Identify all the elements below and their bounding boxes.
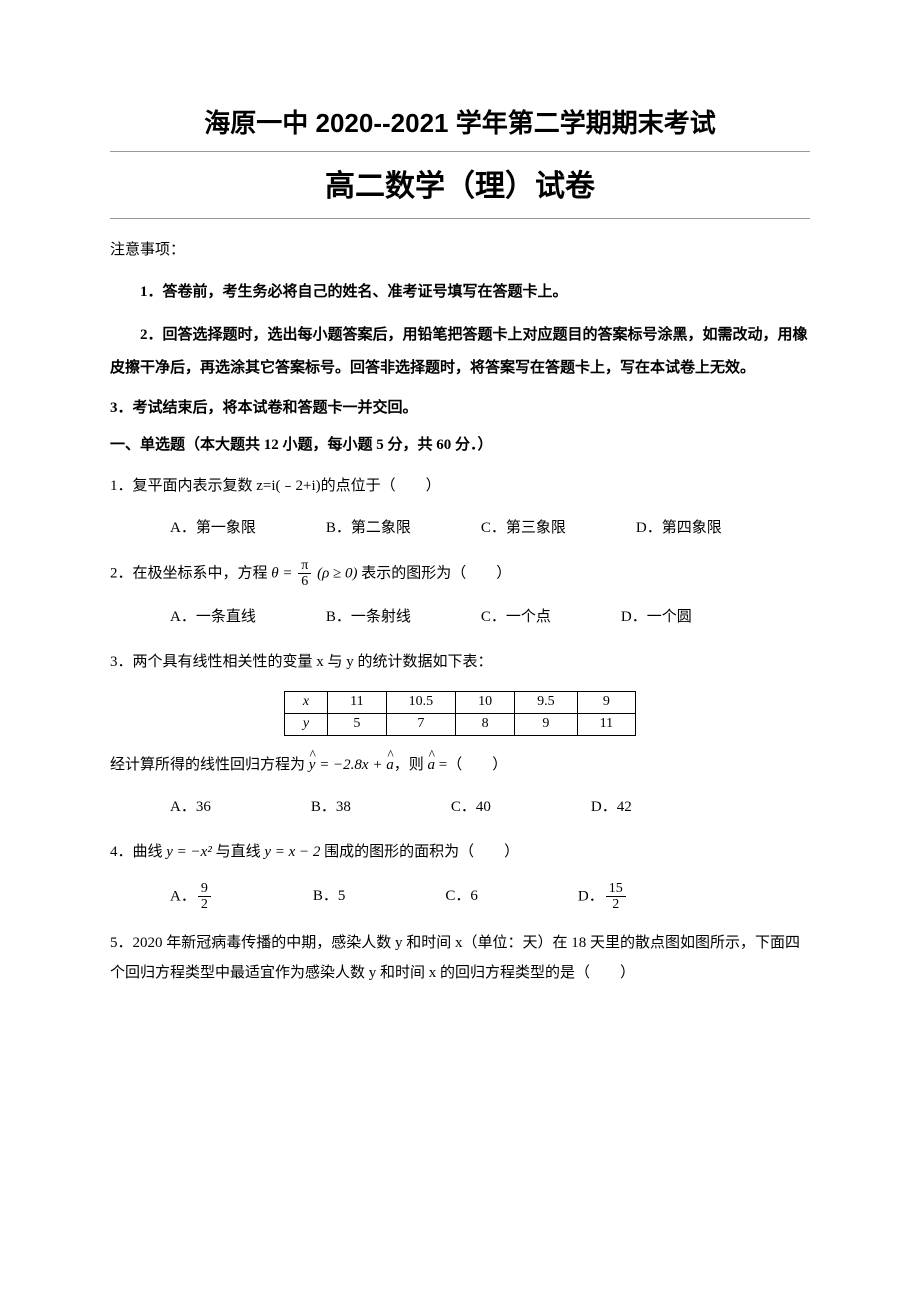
- question-1: 1．复平面内表示复数 z=i(﹣2+i)的点位于（ ）: [110, 471, 810, 501]
- question-3: 3．两个具有线性相关性的变量 x 与 y 的统计数据如下表：: [110, 647, 810, 677]
- q1-option-d: D．第四象限: [636, 515, 722, 542]
- q2-fraction: π6: [298, 558, 311, 590]
- q4-curve: y = −x²: [166, 844, 212, 860]
- cell-x-label: x: [284, 691, 327, 713]
- q4-option-a: A．92: [170, 881, 213, 913]
- q2-option-c: C．一个点: [481, 604, 551, 631]
- cell: 9: [515, 713, 578, 735]
- cell: 10.5: [386, 691, 456, 713]
- question-2: 2．在极坐标系中，方程 θ = π6 (ρ ≥ 0) 表示的图形为（ ）: [110, 558, 810, 590]
- instruction-1: 1．答卷前，考生务必将自己的姓名、准考证号填写在答题卡上。: [110, 276, 810, 309]
- instruction-2: 2．回答选择题时，选出每小题答案后，用铅笔把答题卡上对应题目的答案标号涂黑，如需…: [110, 319, 810, 385]
- notice-label: 注意事项：: [110, 237, 810, 264]
- cell-y-label: y: [284, 713, 327, 735]
- q4-suffix: 围成的图形的面积为（ ）: [320, 844, 519, 860]
- question-2-options: A．一条直线 B．一条射线 C．一个点 D．一个圆: [110, 604, 810, 631]
- q3-option-c: C．40: [451, 794, 491, 821]
- q4-mid: 与直线: [212, 844, 265, 860]
- q3-calc-suffix: =（ ）: [435, 757, 507, 773]
- q4-opta-label: A．: [170, 888, 196, 904]
- q3-calc-mid: ，则: [394, 757, 428, 773]
- q2-paren: (ρ ≥ 0): [313, 565, 357, 581]
- question-5: 5．2020 年新冠病毒传播的中期，感染人数 y 和时间 x（单位：天）在 18…: [110, 928, 810, 988]
- cell: 7: [386, 713, 456, 735]
- question-3-options: A．36 B．38 C．40 D．42: [110, 794, 810, 821]
- cell: 8: [456, 713, 515, 735]
- q1-option-c: C．第三象限: [481, 515, 566, 542]
- q3-ahat: a: [386, 750, 394, 780]
- table-row: y 5 7 8 9 11: [284, 713, 635, 735]
- q3-calc-prefix: 经计算所得的线性回归方程为: [110, 757, 309, 773]
- instruction-3: 3．考试结束后，将本试卷和答题卡一并交回。: [110, 395, 810, 422]
- question-4: 4．曲线 y = −x² 与直线 y = x − 2 围成的图形的面积为（ ）: [110, 837, 810, 867]
- q3-option-a: A．36: [170, 794, 211, 821]
- cell: 9: [577, 691, 635, 713]
- q1-option-b: B．第二象限: [326, 515, 411, 542]
- table-row: x 11 10.5 10 9.5 9: [284, 691, 635, 713]
- q3-data-table: x 11 10.5 10 9.5 9 y 5 7 8 9 11: [284, 691, 636, 736]
- q2-option-d: D．一个圆: [621, 604, 692, 631]
- q3-option-d: D．42: [591, 794, 632, 821]
- cell: 10: [456, 691, 515, 713]
- question-3-calc: 经计算所得的线性回归方程为 y = −2.8x + a，则 a =（ ）: [110, 750, 810, 780]
- q2-option-b: B．一条射线: [326, 604, 411, 631]
- q2-formula: θ =: [271, 565, 296, 581]
- q3-ahat2: a: [427, 750, 435, 780]
- q4-option-c: C．6: [445, 883, 478, 910]
- cell: 11: [328, 691, 386, 713]
- q4-line: y = x − 2: [264, 844, 320, 860]
- q4-optd-frac: 152: [606, 881, 626, 913]
- cell: 5: [328, 713, 386, 735]
- q2-suffix: 表示的图形为（ ）: [358, 565, 512, 581]
- question-1-options: A．第一象限 B．第二象限 C．第三象限 D．第四象限: [110, 515, 810, 542]
- q4-opta-frac: 92: [198, 881, 211, 913]
- q4-optd-label: D．: [578, 888, 604, 904]
- section-1-header: 一、单选题（本大题共 12 小题，每小题 5 分，共 60 分．）: [110, 432, 810, 459]
- q2-prefix: 2．在极坐标系中，方程: [110, 565, 271, 581]
- cell: 9.5: [515, 691, 578, 713]
- q4-option-b: B．5: [313, 883, 346, 910]
- q2-option-a: A．一条直线: [170, 604, 256, 631]
- q3-option-b: B．38: [311, 794, 351, 821]
- main-title: 海原一中 2020--2021 学年第二学期期末考试: [110, 100, 810, 152]
- q4-option-d: D．152: [578, 881, 628, 913]
- q4-prefix: 4．曲线: [110, 844, 166, 860]
- cell: 11: [577, 713, 635, 735]
- question-4-options: A．92 B．5 C．6 D．152: [110, 881, 810, 913]
- q3-yhat: y: [309, 750, 316, 780]
- q3-eq: = −2.8x +: [315, 757, 386, 773]
- q1-option-a: A．第一象限: [170, 515, 256, 542]
- sub-title: 高二数学（理）试卷: [110, 160, 810, 219]
